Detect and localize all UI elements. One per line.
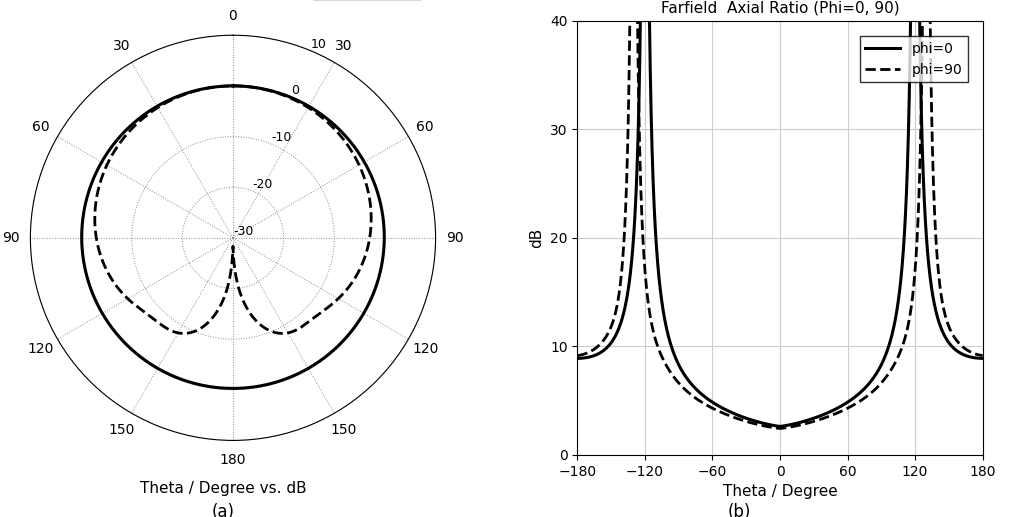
Y-axis label: dB: dB bbox=[530, 227, 545, 248]
phi=0 bbox=[86, 290, 98, 296]
phi=0 bbox=[571, 355, 583, 361]
Line: phi=90: phi=90 bbox=[577, 0, 983, 429]
Text: (a): (a) bbox=[212, 503, 234, 517]
phi=90 bbox=[572, 353, 585, 359]
phi=90 bbox=[833, 409, 845, 416]
phi=90 bbox=[946, 330, 958, 336]
phi=0 bbox=[572, 355, 585, 361]
Line: phi=0: phi=0 bbox=[577, 0, 983, 427]
phi=0 bbox=[77, 214, 89, 220]
phi=0 bbox=[705, 398, 717, 404]
X-axis label: Theta / Degree: Theta / Degree bbox=[722, 484, 838, 499]
Text: (b): (b) bbox=[727, 503, 752, 517]
phi=90 bbox=[868, 387, 880, 393]
phi=90 bbox=[328, 126, 340, 132]
phi=0 bbox=[774, 423, 786, 430]
phi=0 bbox=[946, 343, 958, 349]
phi=0 bbox=[833, 404, 845, 410]
phi=90 bbox=[774, 425, 786, 432]
phi=90 bbox=[977, 353, 989, 359]
Line: phi=90: phi=90 bbox=[95, 86, 371, 333]
phi=90 bbox=[89, 215, 101, 221]
Line: phi=0: phi=0 bbox=[82, 86, 384, 388]
phi=0 bbox=[331, 124, 343, 130]
Text: Theta / Degree vs. dB: Theta / Degree vs. dB bbox=[140, 481, 306, 496]
phi=0 bbox=[977, 355, 989, 361]
phi=90 bbox=[329, 127, 341, 133]
phi=90 bbox=[286, 95, 298, 101]
phi=0 bbox=[782, 422, 794, 428]
Legend: phi=0, phi=90: phi=0, phi=90 bbox=[860, 36, 967, 82]
phi=90 bbox=[705, 404, 717, 410]
phi=90 bbox=[227, 83, 239, 89]
phi=90 bbox=[344, 282, 357, 288]
phi=0 bbox=[634, 0, 646, 2]
phi=90 bbox=[782, 424, 794, 431]
phi=0 bbox=[367, 291, 379, 297]
phi=0 bbox=[286, 95, 298, 101]
phi=0 bbox=[227, 83, 239, 89]
phi=90 bbox=[227, 83, 239, 89]
phi=0 bbox=[868, 374, 880, 380]
phi=90 bbox=[624, 0, 636, 2]
phi=0 bbox=[227, 83, 239, 89]
Title: Farfield  Axial Ratio (Phi=0, 90): Farfield Axial Ratio (Phi=0, 90) bbox=[660, 1, 900, 16]
phi=90 bbox=[108, 281, 121, 287]
phi=0 bbox=[330, 124, 342, 130]
phi=90 bbox=[571, 353, 583, 359]
phi=0 bbox=[227, 385, 239, 391]
phi=90 bbox=[227, 243, 239, 249]
